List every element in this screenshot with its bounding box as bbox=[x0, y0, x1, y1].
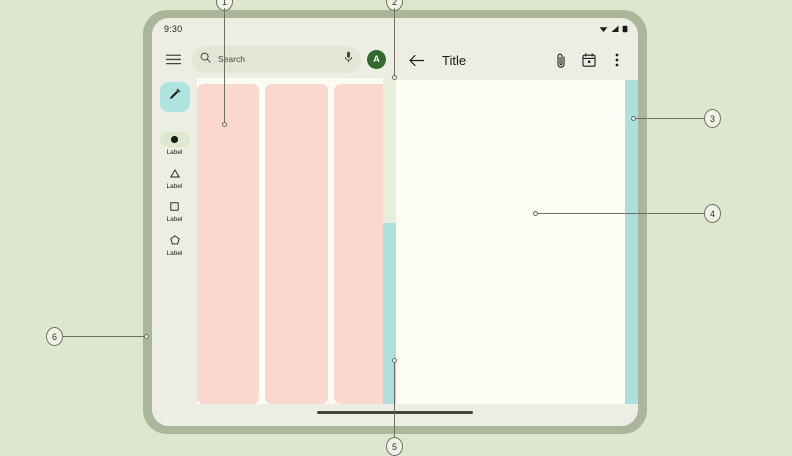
callout-leader-1 bbox=[224, 8, 225, 124]
callout-endpoint-1 bbox=[222, 122, 227, 127]
sidebar-item-3[interactable]: Label bbox=[152, 233, 197, 258]
gesture-handle[interactable] bbox=[317, 411, 473, 414]
pencil-edit-icon bbox=[168, 88, 181, 106]
compose-fab-button[interactable] bbox=[159, 82, 190, 112]
detail-app-bar: Title bbox=[396, 40, 638, 80]
detail-pane: Title bbox=[396, 40, 638, 404]
triangle-icon bbox=[160, 166, 190, 181]
list-pane: Search A bbox=[152, 40, 396, 404]
overflow-menu-icon[interactable] bbox=[608, 51, 626, 69]
detail-pane-scrollbar[interactable] bbox=[625, 80, 638, 404]
page-title: Title bbox=[442, 52, 467, 68]
search-input[interactable]: Search bbox=[218, 54, 245, 64]
callout-endpoint-3 bbox=[631, 116, 636, 121]
annotated-mockup-canvas: 9:30 bbox=[46, 0, 721, 456]
callout-number-3: 3 bbox=[704, 109, 721, 128]
callout-leader-2 bbox=[394, 8, 395, 76]
callout-leader-3 bbox=[635, 118, 705, 119]
navigation-rail: Label Label Label bbox=[152, 78, 197, 404]
device-screen: 9:30 bbox=[152, 18, 638, 426]
list-item[interactable] bbox=[197, 84, 260, 404]
status-bar-time: 9:30 bbox=[164, 24, 183, 34]
gesture-nav-area bbox=[152, 404, 638, 426]
avatar[interactable]: A bbox=[367, 49, 386, 69]
callout-leader-6 bbox=[63, 336, 147, 337]
attachment-paperclip-icon[interactable] bbox=[552, 51, 570, 69]
callout-endpoint-4 bbox=[533, 211, 538, 216]
status-bar-icons bbox=[599, 25, 628, 33]
square-icon bbox=[160, 199, 190, 214]
search-row: Search A bbox=[152, 40, 396, 78]
status-bar: 9:30 bbox=[152, 18, 638, 40]
microphone-icon[interactable] bbox=[344, 50, 353, 68]
list-item[interactable] bbox=[265, 84, 328, 404]
panes-container: Search A bbox=[152, 40, 638, 404]
callout-number-6: 6 bbox=[46, 327, 63, 346]
hamburger-menu-icon[interactable] bbox=[160, 46, 186, 72]
callout-number-4: 4 bbox=[704, 204, 721, 223]
circle-icon bbox=[159, 132, 190, 147]
callout-leader-5 bbox=[394, 363, 395, 438]
sidebar-item-label-1: Label bbox=[166, 182, 183, 190]
sidebar-item-label-3: Label bbox=[166, 249, 183, 257]
callout-number-5: 5 bbox=[386, 437, 403, 456]
sidebar-item-label-2: Label bbox=[166, 216, 183, 223]
callout-endpoint-5 bbox=[392, 358, 397, 363]
sidebar-item-label-0: Label bbox=[166, 149, 183, 156]
sidebar-item-1[interactable]: Label bbox=[152, 166, 197, 191]
wifi-icon bbox=[599, 25, 608, 33]
search-icon bbox=[200, 50, 211, 68]
pentagon-icon bbox=[160, 233, 190, 248]
back-arrow-icon[interactable] bbox=[408, 51, 426, 69]
left-pane-body: Label Label Label bbox=[152, 78, 396, 404]
signal-icon bbox=[611, 25, 619, 33]
sidebar-item-2[interactable]: Label bbox=[152, 199, 197, 224]
callout-endpoint-6 bbox=[144, 334, 149, 339]
detail-content-area bbox=[396, 80, 638, 404]
search-bar[interactable]: Search bbox=[192, 45, 361, 73]
list-content-area bbox=[197, 78, 396, 404]
callout-leader-4 bbox=[537, 213, 705, 214]
list-pane-scrollbar[interactable] bbox=[383, 78, 396, 404]
battery-icon bbox=[622, 25, 628, 33]
sidebar-item-0[interactable]: Label bbox=[152, 132, 197, 157]
calendar-icon[interactable] bbox=[580, 51, 598, 69]
callout-endpoint-2 bbox=[392, 75, 397, 80]
